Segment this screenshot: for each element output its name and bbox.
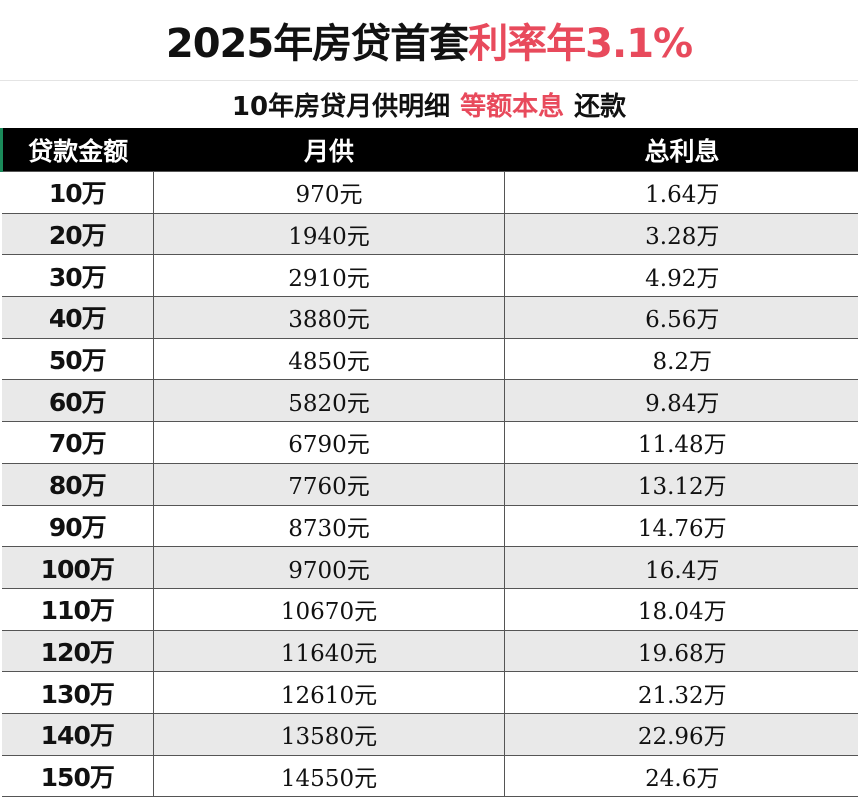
cell-monthly-payment: 1940元	[153, 212, 505, 256]
table-row: 130万 12610元 21.32万	[1, 671, 858, 714]
cell-loan-amount: 30万	[1, 254, 154, 298]
table-row: 30万 2910元 4.92万	[1, 254, 858, 298]
cell-loan-amount: 130万	[1, 671, 154, 714]
table-row: 140万 13580元 22.96万	[1, 712, 858, 756]
cell-monthly-payment: 10670元	[153, 587, 505, 631]
cell-monthly-payment: 3880元	[153, 296, 505, 339]
cell-monthly-payment: 6790元	[153, 421, 505, 464]
cell-loan-amount: 20万	[1, 212, 154, 256]
cell-monthly-payment: 14550元	[153, 754, 505, 798]
cell-total-interest: 1.64万	[504, 171, 858, 214]
cell-loan-amount: 80万	[1, 462, 154, 506]
cell-loan-amount: 100万	[1, 546, 154, 589]
cell-total-interest: 16.4万	[504, 546, 858, 589]
cell-loan-amount: 10万	[1, 171, 154, 214]
table-row: 80万 7760元 13.12万	[1, 462, 858, 506]
cell-monthly-payment: 5820元	[153, 379, 505, 423]
subtitle-method: 等额本息	[460, 92, 565, 122]
cell-loan-amount: 60万	[1, 379, 154, 423]
cell-loan-amount: 70万	[1, 421, 154, 464]
cell-loan-amount: 50万	[1, 337, 154, 381]
table-header: 贷款金额 月供 总利息	[0, 128, 858, 172]
cell-monthly-payment: 7760元	[153, 462, 505, 506]
subtitle: 10年房贷月供明细 等额本息 还款	[0, 81, 858, 128]
header-monthly-payment: 月供	[153, 128, 505, 172]
table-row: 50万 4850元 8.2万	[1, 337, 858, 381]
table-row: 20万 1940元 3.28万	[1, 212, 858, 256]
cell-total-interest: 21.32万	[504, 671, 858, 714]
cell-total-interest: 11.48万	[504, 421, 858, 464]
title-main: 2025年房贷首套	[165, 21, 469, 67]
table-row: 120万 11640元 19.68万	[1, 629, 858, 673]
table-row: 110万 10670元 18.04万	[1, 587, 858, 631]
header-loan-amount: 贷款金额	[0, 128, 154, 172]
table-row: 100万 9700元 16.4万	[1, 546, 858, 589]
cell-total-interest: 9.84万	[504, 379, 858, 423]
cell-monthly-payment: 12610元	[153, 671, 505, 714]
cell-total-interest: 3.28万	[504, 212, 858, 256]
cell-loan-amount: 40万	[1, 296, 154, 339]
cell-total-interest: 4.92万	[504, 254, 858, 298]
table-row: 60万 5820元 9.84万	[1, 379, 858, 423]
table-row: 40万 3880元 6.56万	[1, 296, 858, 339]
cell-monthly-payment: 9700元	[153, 546, 505, 589]
cell-monthly-payment: 8730元	[153, 504, 505, 548]
cell-monthly-payment: 4850元	[153, 337, 505, 381]
repayment-table: 贷款金额 月供 总利息 10万 970元 1.64万 20万 1940元 3.28万 30万…	[0, 128, 858, 798]
cell-loan-amount: 90万	[1, 504, 154, 548]
header-total-interest: 总利息	[504, 128, 858, 172]
cell-monthly-payment: 2910元	[153, 254, 505, 298]
cell-loan-amount: 150万	[1, 754, 154, 798]
cell-loan-amount: 120万	[1, 629, 154, 673]
cell-total-interest: 22.96万	[504, 712, 858, 756]
cell-loan-amount: 140万	[1, 712, 154, 756]
title-rate: 利率年3.1%	[468, 21, 693, 67]
subtitle-end: 还款	[574, 92, 627, 122]
cell-loan-amount: 110万	[1, 587, 154, 631]
cell-total-interest: 18.04万	[504, 587, 858, 631]
cell-total-interest: 19.68万	[504, 629, 858, 673]
page-title: 2025年房贷首套 利率年3.1%	[0, 0, 858, 81]
table-row: 150万 14550元 24.6万	[1, 754, 858, 798]
table-row: 10万 970元 1.64万	[1, 171, 858, 214]
cell-total-interest: 14.76万	[504, 504, 858, 548]
subtitle-main: 10年房贷月供明细	[231, 92, 451, 122]
table-row: 90万 8730元 14.76万	[1, 504, 858, 548]
cell-monthly-payment: 11640元	[153, 629, 505, 673]
table-row: 70万 6790元 11.48万	[1, 421, 858, 464]
cell-monthly-payment: 13580元	[153, 712, 505, 756]
cell-total-interest: 13.12万	[504, 462, 858, 506]
cell-total-interest: 24.6万	[504, 754, 858, 798]
cell-total-interest: 8.2万	[504, 337, 858, 381]
cell-monthly-payment: 970元	[153, 171, 505, 214]
cell-total-interest: 6.56万	[504, 296, 858, 339]
